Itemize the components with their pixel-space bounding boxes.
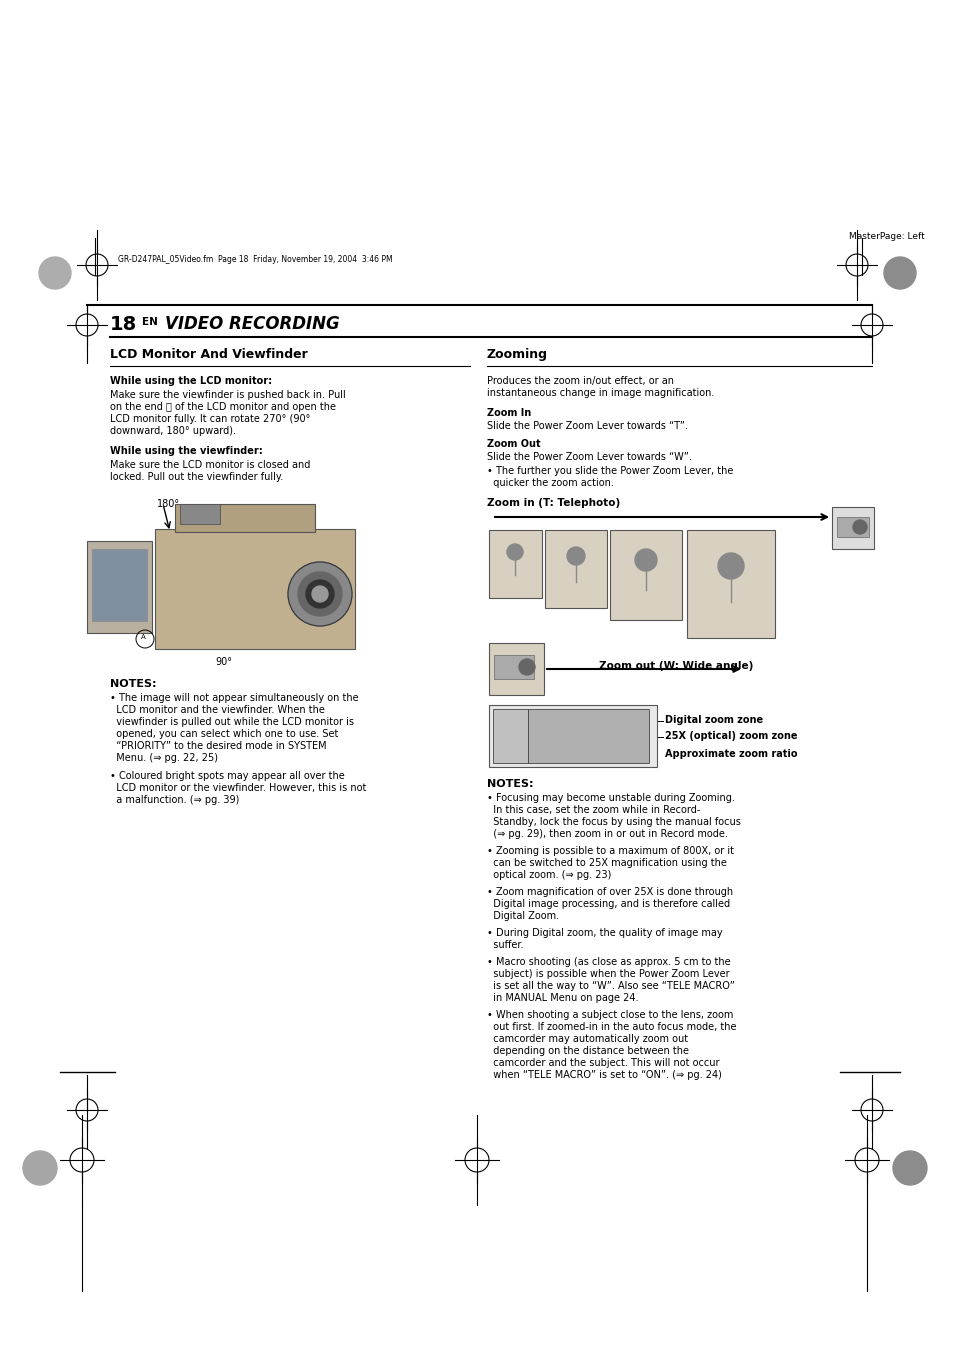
Bar <box>174 504 314 532</box>
Text: 90°: 90° <box>214 657 232 667</box>
Text: Make sure the viewfinder is pushed back in. Pull: Make sure the viewfinder is pushed back … <box>110 390 345 400</box>
Text: Zoom in (T: Telephoto): Zoom in (T: Telephoto) <box>486 499 619 508</box>
Bar <box>686 530 774 638</box>
Text: (⇒ pg. 29), then zoom in or out in Record mode.: (⇒ pg. 29), then zoom in or out in Recor… <box>486 830 727 839</box>
Text: when “TELE MACRO” is set to “ON”. (⇒ pg. 24): when “TELE MACRO” is set to “ON”. (⇒ pg.… <box>486 1070 721 1079</box>
Text: downward, 180° upward).: downward, 180° upward). <box>110 426 235 436</box>
Bar <box>154 530 355 648</box>
Text: Zoom Out: Zoom Out <box>486 439 540 449</box>
Circle shape <box>883 257 915 289</box>
Circle shape <box>566 547 584 565</box>
Bar <box>180 504 220 524</box>
Circle shape <box>852 520 866 534</box>
Bar <box>489 705 657 767</box>
Text: viewfinder is pulled out while the LCD monitor is: viewfinder is pulled out while the LCD m… <box>110 717 354 727</box>
Text: A: A <box>141 634 146 640</box>
Text: Digital zoom zone: Digital zoom zone <box>664 715 762 725</box>
Text: Menu. (⇒ pg. 22, 25): Menu. (⇒ pg. 22, 25) <box>110 753 218 763</box>
Text: out first. If zoomed-in in the auto focus mode, the: out first. If zoomed-in in the auto focu… <box>486 1021 736 1032</box>
Text: a malfunction. (⇒ pg. 39): a malfunction. (⇒ pg. 39) <box>110 794 239 805</box>
Text: • Zooming is possible to a maximum of 800X, or it: • Zooming is possible to a maximum of 80… <box>486 846 733 857</box>
Text: suffer.: suffer. <box>486 940 523 950</box>
Bar <box>544 530 606 608</box>
Text: GR-D247PAL_05Video.fm  Page 18  Friday, November 19, 2004  3:46 PM: GR-D247PAL_05Video.fm Page 18 Friday, No… <box>118 254 393 263</box>
Text: • Zoom magnification of over 25X is done through: • Zoom magnification of over 25X is done… <box>486 888 732 897</box>
Circle shape <box>518 659 535 676</box>
Text: depending on the distance between the: depending on the distance between the <box>486 1046 688 1056</box>
Text: locked. Pull out the viewfinder fully.: locked. Pull out the viewfinder fully. <box>110 471 283 482</box>
Text: Digital Zoom.: Digital Zoom. <box>486 911 558 921</box>
Text: LCD monitor or the viewfinder. However, this is not: LCD monitor or the viewfinder. However, … <box>110 784 366 793</box>
Text: on the end ⑐ of the LCD monitor and open the: on the end ⑐ of the LCD monitor and open… <box>110 403 335 412</box>
Text: EN: EN <box>142 317 157 327</box>
Text: VIDEO RECORDING: VIDEO RECORDING <box>165 315 339 332</box>
Circle shape <box>23 1151 57 1185</box>
Text: instantaneous change in image magnification.: instantaneous change in image magnificat… <box>486 388 714 399</box>
Circle shape <box>288 562 352 626</box>
Bar <box>489 643 543 694</box>
Text: in MANUAL Menu on page 24.: in MANUAL Menu on page 24. <box>486 993 638 1002</box>
Text: subject) is possible when the Power Zoom Lever: subject) is possible when the Power Zoom… <box>486 969 729 979</box>
Circle shape <box>306 580 334 608</box>
Text: • Macro shooting (as close as approx. 5 cm to the: • Macro shooting (as close as approx. 5 … <box>486 957 730 967</box>
Circle shape <box>892 1151 926 1185</box>
Text: LCD Monitor And Viewfinder: LCD Monitor And Viewfinder <box>110 349 308 361</box>
Text: 180°: 180° <box>157 499 180 509</box>
Text: • The further you slide the Power Zoom Lever, the: • The further you slide the Power Zoom L… <box>486 466 733 476</box>
Circle shape <box>506 544 522 561</box>
Text: Slide the Power Zoom Lever towards “T”.: Slide the Power Zoom Lever towards “T”. <box>486 422 687 431</box>
Text: 18: 18 <box>110 315 137 334</box>
Text: • Focusing may become unstable during Zooming.: • Focusing may become unstable during Zo… <box>486 793 734 802</box>
Text: • The image will not appear simultaneously on the: • The image will not appear simultaneous… <box>110 693 358 703</box>
Text: NOTES:: NOTES: <box>110 680 156 689</box>
Text: Slide the Power Zoom Lever towards “W”.: Slide the Power Zoom Lever towards “W”. <box>486 453 691 462</box>
Text: Make sure the LCD monitor is closed and: Make sure the LCD monitor is closed and <box>110 459 310 470</box>
Bar <box>494 655 534 680</box>
Text: MasterPage: Left: MasterPage: Left <box>848 232 923 240</box>
Text: While using the viewfinder:: While using the viewfinder: <box>110 446 262 457</box>
Text: camcorder and the subject. This will not occur: camcorder and the subject. This will not… <box>486 1058 719 1069</box>
Circle shape <box>312 586 328 603</box>
Text: LCD monitor and the viewfinder. When the: LCD monitor and the viewfinder. When the <box>110 705 325 715</box>
Text: Digital image processing, and is therefore called: Digital image processing, and is therefo… <box>486 898 729 909</box>
Text: quicker the zoom action.: quicker the zoom action. <box>486 478 613 488</box>
Text: 10 x: 10 x <box>495 711 511 720</box>
Bar <box>493 709 527 763</box>
Text: • During Digital zoom, the quality of image may: • During Digital zoom, the quality of im… <box>486 928 721 938</box>
Circle shape <box>297 571 341 616</box>
Bar <box>527 709 648 763</box>
Text: Zoom In: Zoom In <box>486 408 531 417</box>
Text: Zoom out (W: Wide angle): Zoom out (W: Wide angle) <box>598 661 753 671</box>
Text: • Coloured bright spots may appear all over the: • Coloured bright spots may appear all o… <box>110 771 344 781</box>
Text: • When shooting a subject close to the lens, zoom: • When shooting a subject close to the l… <box>486 1011 733 1020</box>
Text: can be switched to 25X magnification using the: can be switched to 25X magnification usi… <box>486 858 726 867</box>
Text: Produces the zoom in/out effect, or an: Produces the zoom in/out effect, or an <box>486 376 673 386</box>
Bar <box>91 549 147 621</box>
Bar <box>831 507 873 549</box>
Text: camcorder may automatically zoom out: camcorder may automatically zoom out <box>486 1034 687 1044</box>
Bar <box>489 530 541 598</box>
Bar <box>87 540 152 634</box>
Text: “PRIORITY” to the desired mode in SYSTEM: “PRIORITY” to the desired mode in SYSTEM <box>110 740 326 751</box>
Text: LCD monitor fully. It can rotate 270° (90°: LCD monitor fully. It can rotate 270° (9… <box>110 413 310 424</box>
Circle shape <box>635 549 657 571</box>
Text: Standby, lock the focus by using the manual focus: Standby, lock the focus by using the man… <box>486 817 740 827</box>
Circle shape <box>718 553 743 580</box>
Bar <box>609 530 681 620</box>
Text: opened, you can select which one to use. Set: opened, you can select which one to use.… <box>110 730 338 739</box>
Text: Approximate zoom ratio: Approximate zoom ratio <box>664 748 797 759</box>
Text: In this case, set the zoom while in Record-: In this case, set the zoom while in Reco… <box>486 805 700 815</box>
Text: 25X (optical) zoom zone: 25X (optical) zoom zone <box>664 731 797 740</box>
Text: optical zoom. (⇒ pg. 23): optical zoom. (⇒ pg. 23) <box>486 870 611 880</box>
Circle shape <box>39 257 71 289</box>
Text: Zooming: Zooming <box>486 349 547 361</box>
Text: While using the LCD monitor:: While using the LCD monitor: <box>110 376 272 386</box>
Text: is set all the way to “W”. Also see “TELE MACRO”: is set all the way to “W”. Also see “TEL… <box>486 981 734 992</box>
Bar <box>836 517 868 536</box>
Text: NOTES:: NOTES: <box>486 780 533 789</box>
